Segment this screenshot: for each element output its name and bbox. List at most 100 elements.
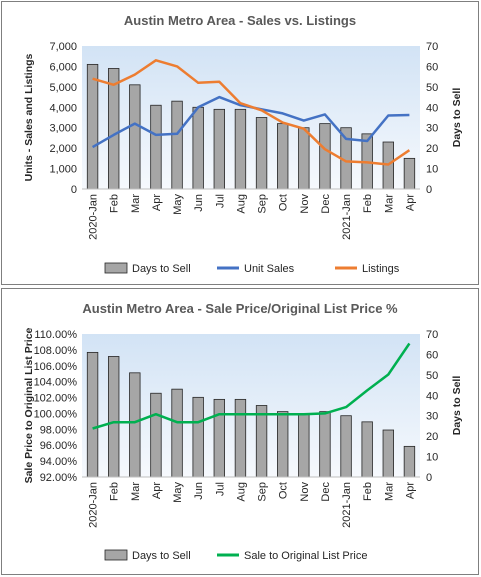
- bar-days-to-sell: [86, 351, 99, 478]
- y-right-tick-label: 0: [426, 472, 432, 484]
- sale-price-ratio-chart-panel: Austin Metro Area - Sale Price/Original …: [1, 288, 479, 575]
- bar-days-to-sell: [213, 398, 225, 478]
- y-left-tick-label: 92.00%: [40, 472, 78, 484]
- x-tick-label: Oct: [278, 194, 290, 211]
- x-tick-label: Sep: [257, 482, 269, 502]
- x-tick-label: Sep: [257, 194, 269, 214]
- bar-days-to-sell: [403, 157, 416, 190]
- bar-days-to-sell: [319, 411, 331, 478]
- bar-days-to-sell: [277, 411, 289, 478]
- bar-days-to-sell: [171, 388, 183, 478]
- y-left-tick-label: 4,000: [49, 102, 77, 114]
- x-tick-label: Dec: [320, 482, 332, 502]
- x-tick-label: Dec: [320, 194, 332, 214]
- y-right-tick-label: 50: [426, 370, 438, 382]
- y-right-tick-label: 10: [426, 164, 438, 176]
- bar-days-to-sell: [108, 356, 120, 478]
- bar-days-to-sell: [255, 405, 268, 478]
- bar-days-to-sell: [150, 104, 162, 190]
- x-tick-label: Nov: [299, 482, 311, 502]
- y-right-tick-label: 60: [426, 349, 438, 361]
- chart-title: Austin Metro Area - Sale Price/Original …: [82, 301, 398, 316]
- bar-days-to-sell: [298, 127, 310, 190]
- x-tick-label: Feb: [362, 194, 374, 213]
- y-left-tick-label: 98.00%: [40, 424, 78, 436]
- bar-days-to-sell: [234, 108, 247, 190]
- y-right-tick-label: 70: [426, 329, 438, 341]
- legend-label-days-to-sell: Days to Sell: [132, 550, 191, 562]
- x-tick-label: Oct: [278, 482, 290, 499]
- y-left-axis-title: Sale Price to Original List Price: [23, 327, 35, 483]
- bar-days-to-sell: [361, 421, 373, 478]
- sales-vs-listings-chart-panel: Austin Metro Area - Sales vs. Listings 0 1…: [1, 1, 479, 285]
- y-right-tick-label: 20: [426, 143, 438, 155]
- bar-days-to-sell: [382, 429, 394, 478]
- y-right-tick-label: 0: [426, 184, 432, 196]
- x-tick-label: Mar: [130, 194, 142, 213]
- legend-label-unit-sales: Unit Sales: [244, 263, 295, 275]
- bar-days-to-sell: [192, 106, 204, 190]
- line-listings: [92, 59, 411, 166]
- y-left-tick-label: 110.00%: [34, 329, 77, 341]
- bar-days-to-sell: [108, 68, 120, 190]
- y-left-tick-label: 104.00%: [34, 377, 78, 389]
- bar-days-to-sell: [171, 100, 183, 190]
- x-tick-label: Mar: [130, 482, 142, 501]
- y-right-axis-title: Days to Sell: [451, 88, 463, 148]
- x-tick-label: Apr: [151, 482, 163, 499]
- bar-days-to-sell: [129, 84, 141, 190]
- sales-vs-listings-chart: Austin Metro Area - Sales vs. Listings 0 1…: [23, 13, 463, 275]
- legend-label-listings: Listings: [362, 263, 400, 275]
- x-tick-label: Apr: [151, 194, 163, 211]
- y-left-tick-label: 6,000: [49, 61, 77, 73]
- bar-days-to-sell: [319, 123, 331, 190]
- x-tick-label: Jul: [214, 482, 226, 496]
- y-right-tick-label: 40: [426, 102, 438, 114]
- y-right-tick-label: 30: [426, 123, 438, 135]
- y-left-tick-label: 2,000: [49, 143, 77, 155]
- y-left-tick-label: 0: [71, 184, 77, 196]
- y-right-tick-label: 60: [426, 61, 438, 73]
- bar-days-to-sell: [340, 415, 352, 478]
- bar-days-to-sell: [192, 396, 204, 478]
- x-tick-label: Feb: [109, 194, 121, 213]
- x-tick-label: Mar: [383, 194, 395, 213]
- x-tick-label: Feb: [109, 482, 121, 501]
- bar-days-to-sell: [277, 123, 289, 190]
- y-left-tick-label: 7,000: [49, 41, 77, 53]
- bar-days-to-sell: [86, 63, 99, 190]
- x-tick-label: May: [172, 194, 184, 215]
- sale-price-ratio-chart: Austin Metro Area - Sale Price/Original …: [23, 301, 463, 562]
- bar-days-to-sell: [129, 372, 141, 478]
- y-left-tick-label: 1,000: [49, 164, 77, 176]
- x-tick-label: Jun: [193, 482, 205, 500]
- line-sale-to-original-list-price: [92, 342, 411, 430]
- x-tick-label: 2021-Jan: [341, 482, 353, 528]
- x-tick-label: May: [172, 482, 184, 503]
- y-right-tick-label: 20: [426, 431, 438, 443]
- x-tick-label: 2021-Jan: [341, 194, 353, 240]
- y-right-tick-label: 70: [426, 41, 438, 53]
- x-tick-label: 2020-Jan: [88, 482, 100, 528]
- y-left-axis-title: Units - Sales and Listings: [23, 53, 35, 181]
- x-tick-label: Apr: [404, 482, 416, 499]
- x-tick-label: Mar: [383, 482, 395, 501]
- y-left-tick-label: 94.00%: [40, 456, 78, 468]
- bar-days-to-sell: [298, 413, 310, 478]
- x-tick-label: Jun: [193, 194, 205, 212]
- x-tick-label: Aug: [235, 482, 247, 502]
- y-left-tick-label: 108.00%: [34, 345, 78, 357]
- bar-days-to-sell: [234, 398, 247, 478]
- x-tick-label: Aug: [235, 194, 247, 214]
- y-right-axis-title: Days to Sell: [451, 376, 463, 436]
- y-left-tick-label: 102.00%: [34, 393, 78, 405]
- legend-label-sale-to-original-list-price: Sale to Original List Price: [244, 550, 368, 562]
- legend-swatch-days-to-sell: [104, 549, 128, 561]
- legend-label-days-to-sell: Days to Sell: [132, 263, 191, 275]
- bar-days-to-sell: [255, 117, 268, 190]
- x-tick-label: Nov: [299, 194, 311, 214]
- y-right-tick-label: 40: [426, 390, 438, 402]
- x-tick-label: Feb: [362, 482, 374, 501]
- legend-swatch-days-to-sell: [104, 262, 128, 274]
- y-right-tick-label: 30: [426, 411, 438, 423]
